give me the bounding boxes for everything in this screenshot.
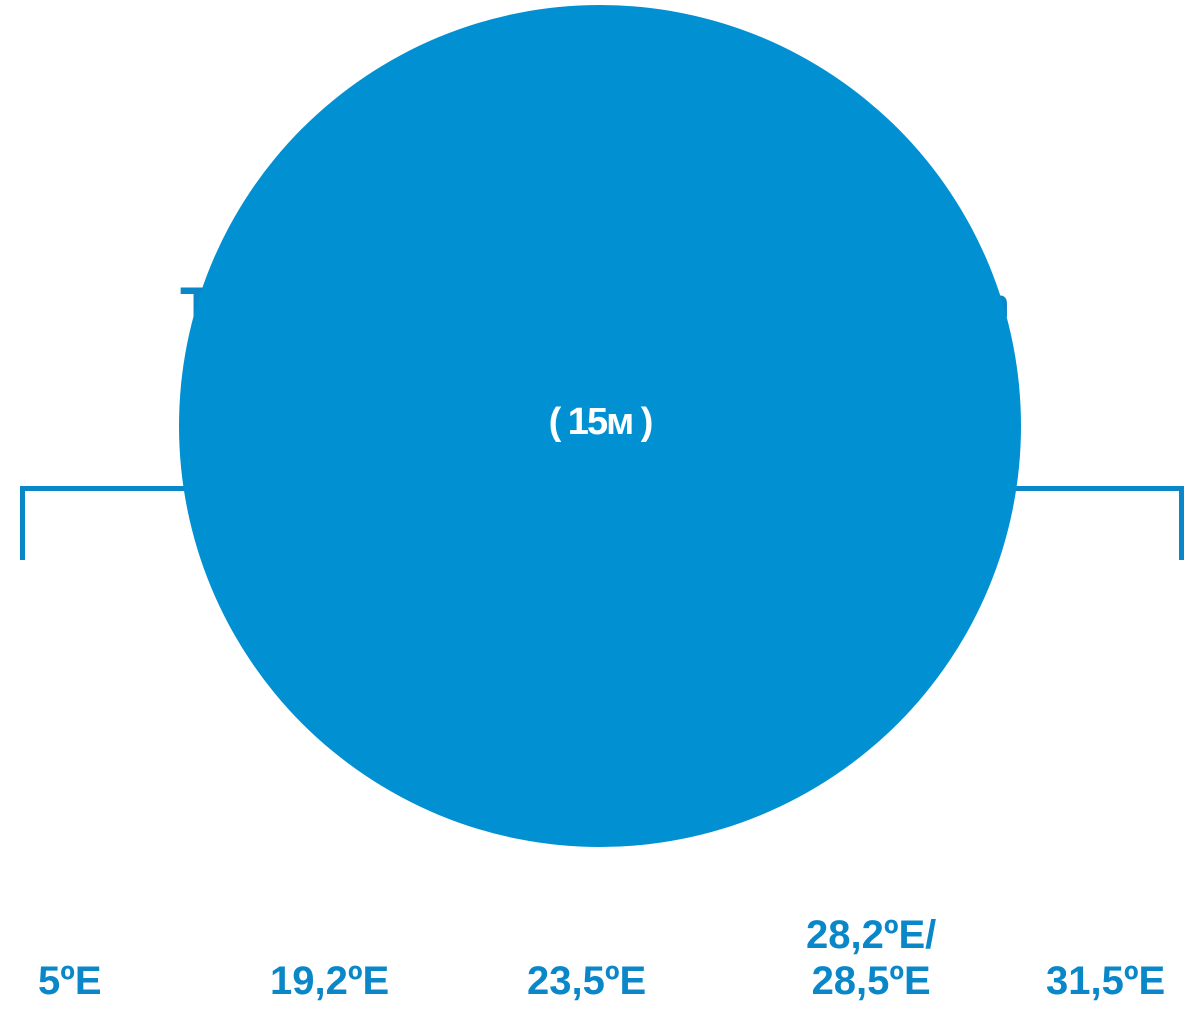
bracket-right-tick — [1179, 486, 1184, 560]
position-label-line: 28,5ºE — [811, 959, 931, 1003]
position-label-19-2e: 19,2ºE — [270, 958, 389, 1004]
position-label-23-5e: 23,5ºE — [527, 958, 646, 1004]
circle-label: ( 15м ) — [548, 401, 654, 443]
blue-circle: ( 15м ) — [179, 5, 1021, 847]
position-label-5e: 5ºE — [38, 958, 102, 1004]
position-label-line: 23,5ºE — [527, 959, 647, 1003]
position-label-line: 19,2ºE — [270, 959, 390, 1003]
position-label-28-2e-28-5e: 28,2ºE/ 28,5ºE — [806, 912, 936, 1004]
position-label-line: 31,5ºE — [1046, 959, 1166, 1003]
position-label-line: 5ºE — [38, 959, 102, 1003]
bracket-left-tick — [20, 486, 25, 560]
position-label-31-5e: 31,5ºE — [1046, 958, 1165, 1004]
position-label-line: 28,2ºE/ — [806, 913, 937, 957]
